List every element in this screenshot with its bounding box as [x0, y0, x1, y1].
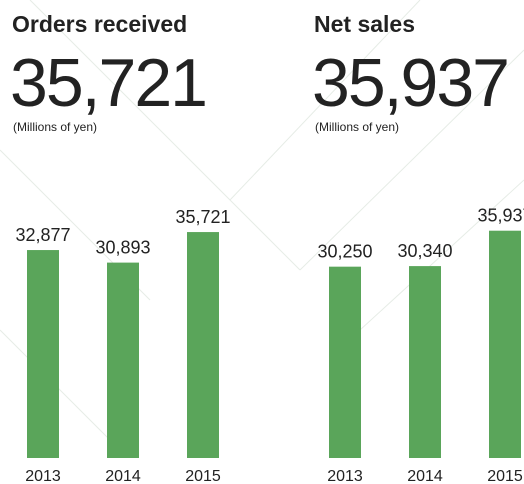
- unit-label: (Millions of yen): [13, 120, 97, 134]
- value-label: 30,250: [317, 242, 372, 262]
- bar: [187, 232, 219, 458]
- x-tick-label: 2015: [185, 468, 221, 484]
- x-tick-label: 2013: [327, 468, 363, 484]
- bar: [489, 230, 521, 458]
- x-tick-label: 2014: [407, 468, 443, 484]
- bar: [27, 250, 59, 458]
- value-label: 35,937: [477, 206, 524, 226]
- chart-title: Orders received: [12, 11, 187, 37]
- headline-value: 35,937: [312, 45, 508, 121]
- bar: [409, 266, 441, 458]
- bar: [329, 266, 361, 458]
- value-label: 32,877: [15, 225, 70, 245]
- value-label: 30,893: [95, 238, 150, 258]
- value-label: 30,340: [397, 241, 452, 261]
- x-tick-label: 2013: [25, 468, 61, 484]
- bar: [107, 262, 139, 458]
- x-tick-label: 2015: [487, 468, 523, 484]
- background-pattern: [0, 0, 524, 441]
- headline-value: 35,721: [10, 45, 206, 121]
- x-tick-label: 2014: [105, 468, 141, 484]
- chart-title: Net sales: [314, 11, 415, 37]
- unit-label: (Millions of yen): [315, 120, 399, 134]
- value-label: 35,721: [175, 207, 230, 227]
